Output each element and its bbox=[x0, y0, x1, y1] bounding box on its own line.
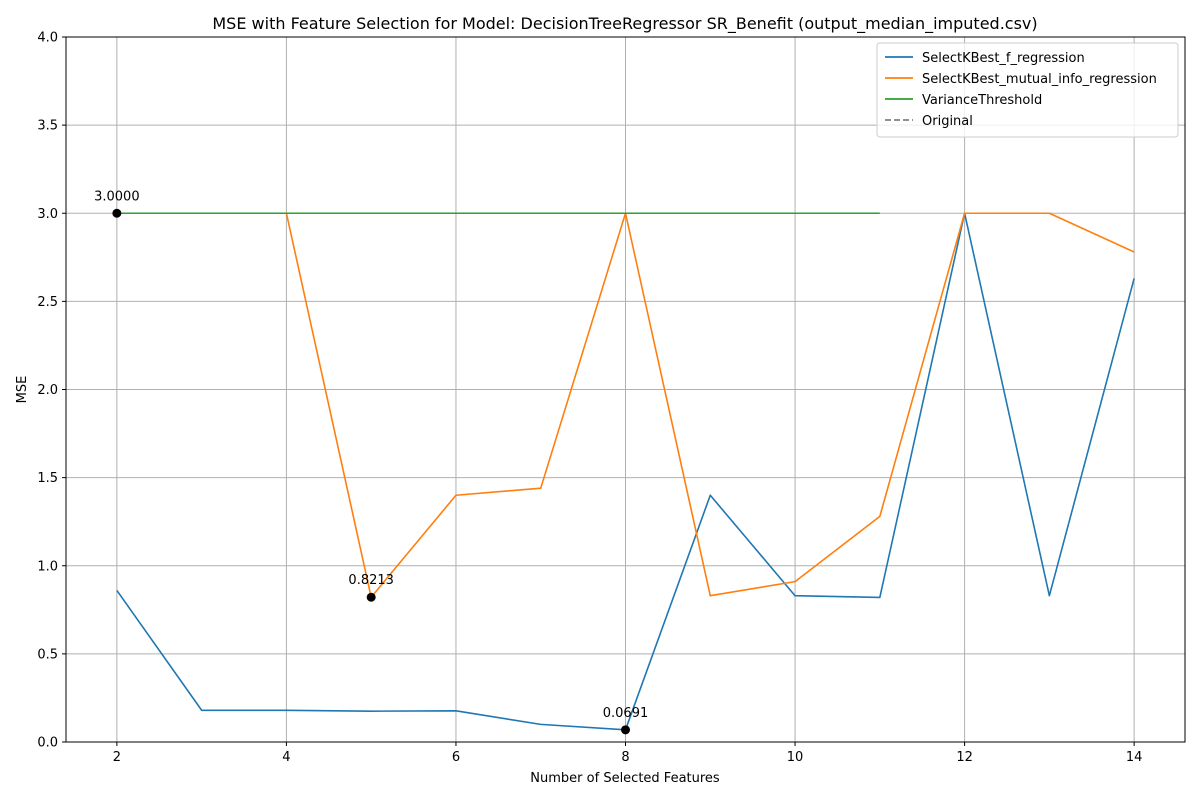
y-tick-label: 0.5 bbox=[37, 647, 58, 662]
annotation-label: 3.0000 bbox=[94, 189, 140, 204]
y-tick-label: 3.0 bbox=[37, 207, 58, 222]
legend-box bbox=[876, 42, 1179, 138]
x-tick-label: 14 bbox=[1126, 750, 1143, 765]
y-axis-ticks: 0.0 0.5 1.0 1.5 2.0 2.5 3.0 3.5 4.0 bbox=[37, 31, 66, 751]
legend: SelectKBest_f_regression SelectKBest_mutu… bbox=[876, 42, 1179, 138]
x-axis-label: Number of Selected Features bbox=[530, 771, 720, 786]
annotation-marker bbox=[112, 208, 122, 218]
legend-label: Original bbox=[922, 114, 973, 129]
y-tick-label: 4.0 bbox=[37, 31, 58, 46]
x-axis-ticks: 2 4 6 8 10 12 14 bbox=[113, 742, 1143, 765]
annotations: 3.0000 0.8213 0.0691 bbox=[94, 189, 649, 735]
legend-label: SelectKBest_mutual_info_regression bbox=[922, 72, 1157, 87]
x-tick-label: 8 bbox=[621, 750, 629, 765]
x-tick-label: 2 bbox=[113, 750, 121, 765]
x-tick-label: 12 bbox=[956, 750, 973, 765]
x-tick-label: 6 bbox=[452, 750, 460, 765]
legend-label: SelectKBest_f_regression bbox=[922, 51, 1085, 66]
y-tick-label: 2.0 bbox=[37, 383, 58, 398]
annotation-marker bbox=[621, 725, 630, 735]
x-tick-label: 4 bbox=[282, 750, 290, 765]
chart-title: MSE with Feature Selection for Model: De… bbox=[212, 14, 1037, 34]
y-tick-label: 2.5 bbox=[37, 295, 58, 310]
annotation-marker bbox=[366, 592, 376, 602]
y-tick-label: 3.5 bbox=[37, 119, 58, 134]
y-tick-label: 1.5 bbox=[37, 471, 58, 486]
annotation-label: 0.0691 bbox=[603, 706, 649, 721]
legend-label: VarianceThreshold bbox=[922, 93, 1042, 108]
y-axis-label: MSE bbox=[15, 376, 30, 404]
y-tick-label: 1.0 bbox=[37, 559, 58, 574]
x-tick-label: 10 bbox=[787, 750, 804, 765]
y-tick-label: 0.0 bbox=[37, 736, 58, 751]
annotation-label: 0.8213 bbox=[348, 573, 394, 588]
